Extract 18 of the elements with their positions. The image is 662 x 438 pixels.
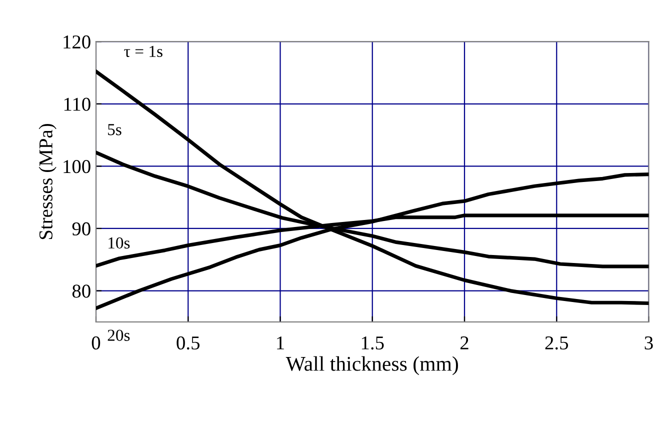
x-tick-label: 2 — [460, 336, 468, 350]
series-label: 10s — [108, 237, 130, 249]
series-label: τ = 1s — [124, 46, 162, 58]
y-tick-label: 120 — [64, 35, 90, 49]
x-axis-title: Wall thickness (mm) — [286, 356, 458, 376]
y-tick-label: 80 — [72, 284, 90, 298]
series-label: 20s — [108, 330, 130, 341]
y-tick-label: 90 — [72, 222, 90, 236]
x-tick-label: 0 — [92, 336, 100, 350]
series-label: 5s — [108, 124, 122, 136]
x-tick-label: 1.5 — [362, 336, 384, 350]
x-tick-label: 0.5 — [176, 336, 200, 350]
y-axis-title: Stresses (MPa) — [38, 124, 56, 240]
y-tick-label: 100 — [64, 160, 90, 174]
y-tick-label: 110 — [64, 98, 90, 111]
x-tick-label: 1 — [277, 336, 284, 350]
x-tick-label: 3 — [644, 336, 653, 350]
x-tick-label: 2.5 — [545, 336, 568, 350]
